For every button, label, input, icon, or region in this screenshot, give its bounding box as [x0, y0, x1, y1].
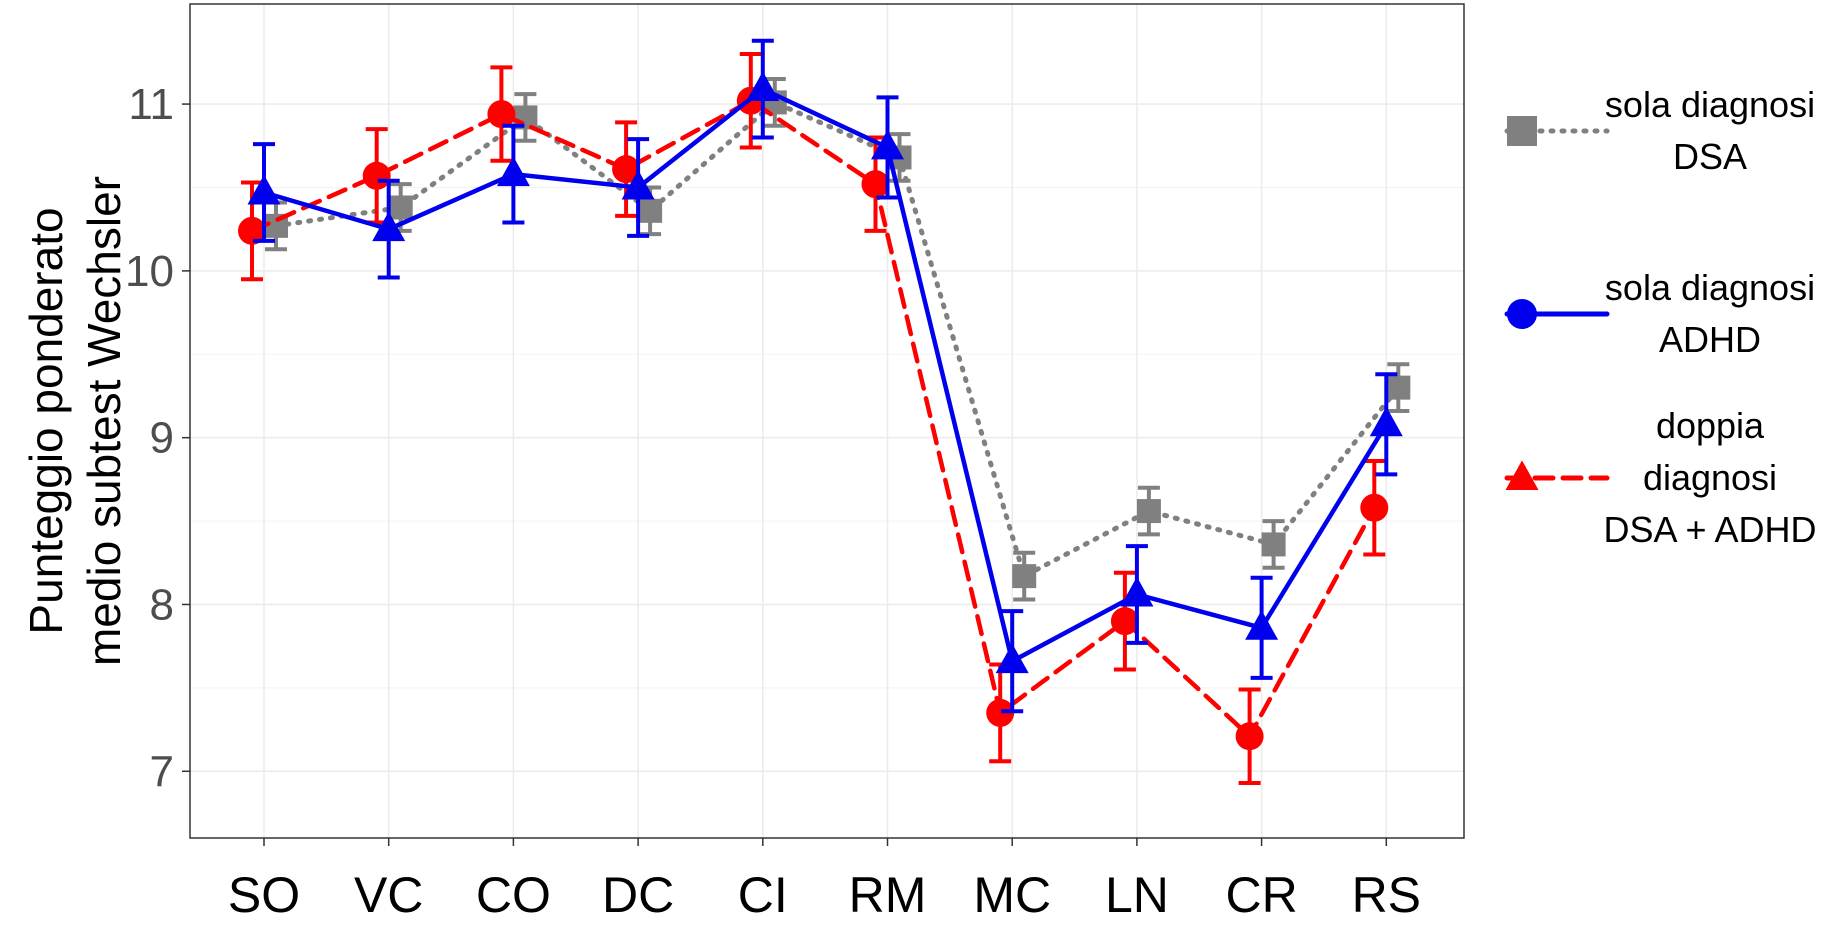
series-line — [273, 99, 1401, 580]
data-point — [1360, 493, 1389, 522]
data-point — [986, 698, 1015, 727]
legend-key-marker — [1507, 116, 1537, 146]
y-tick-label: 11 — [128, 80, 174, 129]
data-point — [362, 161, 391, 190]
data-point — [1012, 564, 1037, 589]
legend-label: DSA + ADHD — [1603, 509, 1816, 550]
x-tick-label: CI — [738, 867, 788, 923]
x-tick-label: SO — [228, 867, 300, 923]
x-tick-label: CO — [476, 867, 551, 923]
series-2 — [247, 38, 1403, 714]
legend-key-marker — [1505, 460, 1539, 490]
data-point — [238, 216, 266, 245]
legend-entry-1: sola diagnosi DSA — [1504, 84, 1815, 177]
data-point — [1235, 722, 1264, 751]
data-point — [995, 643, 1029, 674]
legend-label: doppia — [1656, 405, 1765, 446]
y-tick-label: 8 — [150, 580, 174, 629]
series-layer — [238, 38, 1411, 785]
legend-entry-3: doppia diagnosi DSA + ADHD — [1504, 405, 1817, 550]
legend-label: ADHD — [1659, 319, 1761, 360]
legend-entry-2: sola diagnosi ADHD — [1504, 267, 1815, 360]
data-point — [1136, 499, 1161, 524]
data-point — [1120, 576, 1154, 607]
legend-key-marker — [1507, 299, 1537, 329]
x-tick-label: RS — [1352, 867, 1421, 923]
x-tick-label: VC — [354, 867, 423, 923]
legend-label: diagnosi — [1643, 457, 1777, 498]
data-point — [861, 170, 890, 199]
data-point — [612, 155, 641, 184]
x-axis: SO VC CO DC CI RM MC LN CR RS — [228, 838, 1421, 923]
series-3 — [238, 52, 1389, 785]
x-tick-label: CR — [1225, 867, 1297, 923]
data-point — [247, 174, 281, 205]
x-tick-label: LN — [1105, 867, 1169, 923]
y-axis: 7 8 9 10 11 — [125, 80, 190, 796]
y-axis-title-line-1: Punteggio ponderato — [20, 207, 72, 634]
legend-label: sola diagnosi — [1605, 84, 1815, 125]
data-point — [1386, 375, 1411, 400]
x-tick-label: MC — [973, 867, 1051, 923]
y-tick-label: 9 — [150, 414, 174, 463]
data-point — [372, 211, 406, 242]
data-point — [487, 100, 516, 129]
x-tick-label: RM — [849, 867, 927, 923]
y-tick-label: 10 — [125, 247, 174, 296]
data-point — [1369, 406, 1403, 437]
series-line — [261, 86, 1389, 665]
series-1 — [264, 77, 1411, 602]
y-tick-label: 7 — [150, 747, 174, 796]
legend-label: DSA — [1673, 136, 1747, 177]
x-tick-label: DC — [602, 867, 674, 923]
data-point — [746, 71, 780, 102]
data-point — [638, 198, 663, 223]
data-point — [388, 195, 413, 220]
y-axis-title-line-2: medio subtest Wechsler — [78, 176, 130, 666]
data-point — [621, 169, 655, 200]
series-line — [249, 98, 1377, 740]
legend-label: sola diagnosi — [1605, 267, 1815, 308]
data-point — [1110, 607, 1139, 636]
data-point — [871, 129, 904, 160]
data-point — [496, 156, 530, 187]
data-point — [1261, 532, 1286, 557]
plot-panel — [189, 3, 1465, 839]
data-point — [1245, 610, 1279, 640]
